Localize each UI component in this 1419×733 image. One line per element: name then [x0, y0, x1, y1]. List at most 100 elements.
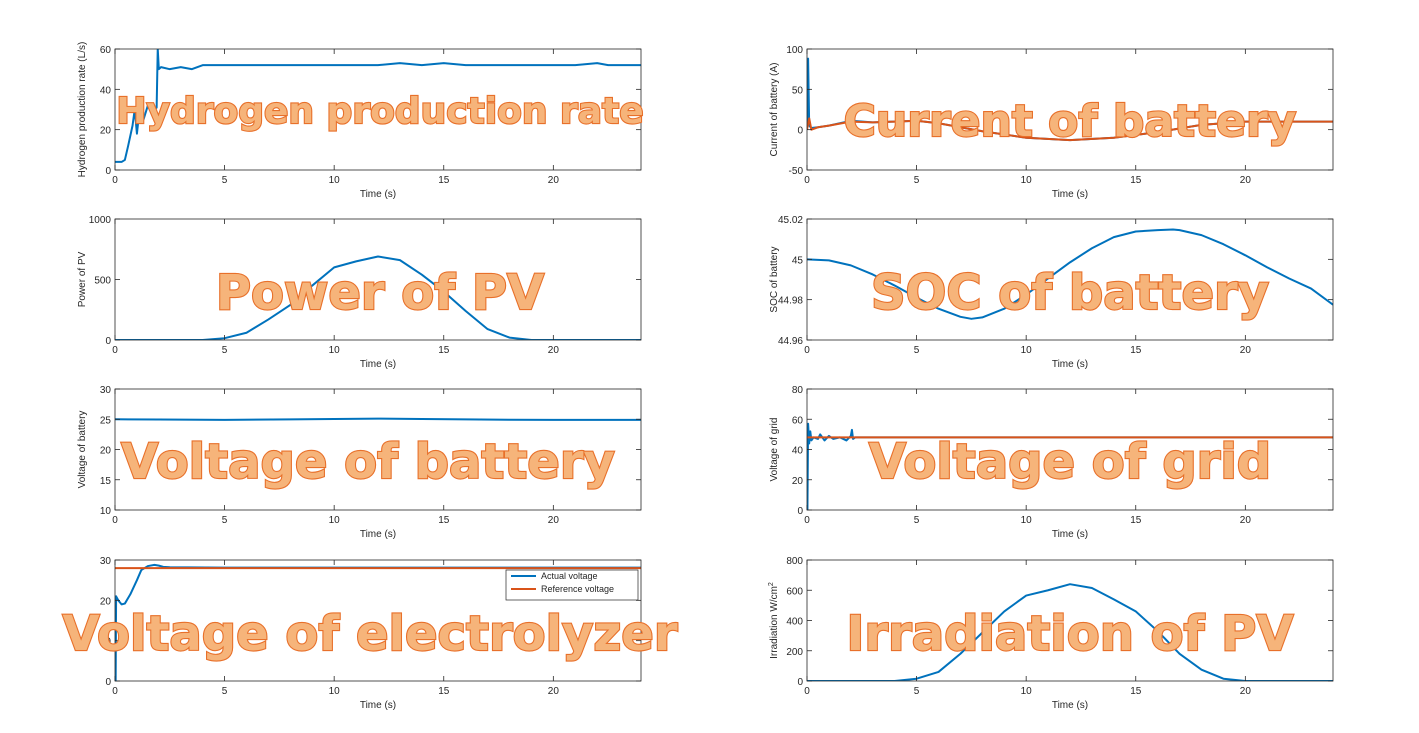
y-tick-label: 20	[792, 476, 804, 487]
y-axis-label: SOC of battery	[769, 246, 780, 312]
y-tick-label: 1000	[89, 215, 112, 226]
y-tick-label: 0	[105, 336, 111, 347]
y-tick-label: 30	[100, 385, 112, 396]
y-tick-label: 100	[786, 45, 803, 56]
annotation-text: Power of PV	[216, 265, 544, 321]
plot-area	[807, 560, 1333, 681]
axes-box	[806, 48, 1334, 171]
y-tick-label: 200	[786, 647, 803, 658]
y-tick-label: 15	[100, 476, 112, 487]
x-axis-label: Time (s)	[360, 189, 396, 200]
y-tick-label: 0	[105, 166, 111, 177]
y-tick-label: 600	[786, 586, 803, 597]
x-tick-label: 5	[222, 175, 228, 186]
x-tick-label: 20	[548, 345, 560, 356]
y-axis-label: Power of PV	[77, 251, 88, 307]
y-tick-label: 0	[797, 126, 803, 137]
y-tick-label: 30	[100, 556, 112, 567]
y-tick-label: 500	[94, 276, 111, 287]
axes-box	[114, 48, 642, 171]
y-tick-label: 10	[100, 637, 112, 648]
legend-entry: Actual voltage	[541, 571, 598, 581]
x-tick-label: 5	[914, 515, 920, 526]
y-tick-label: 20	[100, 596, 112, 607]
y-tick-label: 0	[797, 506, 803, 517]
chart-panel-3: 0 5 10 15 20 0 500 1000 Time (s) Power of PV Power…	[77, 215, 642, 370]
y-tick-label: 20	[100, 446, 112, 457]
series-line-1	[807, 228, 1333, 320]
x-tick-label: 20	[1240, 515, 1252, 526]
x-tick-label: 0	[804, 515, 810, 526]
chart-panel-7: 0 5 10 15 20 0 10 20 30 Time (s) Actual voltage Ref…	[61, 556, 679, 711]
series-line-1	[115, 255, 641, 340]
annotation-text: Irradiation of PV	[847, 606, 1294, 662]
x-tick-label: 0	[112, 686, 118, 697]
y-tick-label: 45.02	[778, 215, 803, 226]
y-tick-label: 80	[792, 385, 804, 396]
y-axis-label: Irradiation W/cm2	[768, 582, 780, 659]
x-tick-label: 10	[329, 345, 341, 356]
y-tick-label: 60	[100, 45, 112, 56]
annotation-text: SOC of battery	[871, 265, 1269, 321]
x-tick-label: 10	[329, 175, 341, 186]
annotation-text: Voltage of grid	[869, 434, 1271, 490]
x-tick-label: 10	[1021, 175, 1033, 186]
plot-area	[807, 389, 1333, 510]
series-line-1	[115, 49, 641, 163]
y-axis-label: Current of battery (A)	[769, 63, 780, 157]
x-tick-label: 0	[804, 686, 810, 697]
y-tick-label: 44.96	[778, 336, 803, 347]
x-tick-label: 20	[1240, 686, 1252, 697]
legend-entry: Reference voltage	[541, 584, 614, 594]
x-axis-label: Time (s)	[360, 529, 396, 540]
plot-area	[807, 219, 1333, 340]
x-tick-label: 10	[1021, 345, 1033, 356]
x-tick-label: 15	[1130, 515, 1142, 526]
x-tick-label: 5	[222, 345, 228, 356]
x-tick-label: 0	[804, 345, 810, 356]
y-axis-label: Hydrogen production rate (L/s)	[77, 42, 88, 178]
x-axis-label: Time (s)	[1052, 189, 1088, 200]
y-tick-label: 44.98	[778, 296, 803, 307]
y-tick-label: 0	[105, 677, 111, 688]
y-tick-label: 60	[792, 415, 804, 426]
x-tick-label: 10	[329, 515, 341, 526]
x-tick-label: 0	[112, 345, 118, 356]
annotation-text: Voltage of electrolyzer	[63, 606, 678, 662]
chart-panel-5: 0 5 10 15 20 10 15 20 25 30 Time (s) Voltage of bat…	[77, 385, 642, 540]
x-tick-label: 15	[438, 515, 450, 526]
x-tick-label: 15	[438, 175, 450, 186]
y-tick-label: 0	[797, 677, 803, 688]
x-tick-label: 20	[1240, 175, 1252, 186]
axes-box	[806, 218, 1334, 341]
x-tick-label: 20	[548, 515, 560, 526]
annotation-text: Hydrogen production rate	[116, 91, 643, 132]
legend: Actual voltage Reference voltage	[505, 569, 639, 601]
y-tick-label: 400	[786, 617, 803, 628]
x-tick-label: 15	[438, 686, 450, 697]
chart-panel-6: 0 5 10 15 20 0 20 40 60 80 Time (s) Voltage of grid…	[769, 385, 1334, 540]
y-tick-label: 40	[100, 85, 112, 96]
y-tick-label: 45	[792, 255, 804, 266]
x-tick-label: 15	[1130, 345, 1142, 356]
y-tick-label: 10	[100, 506, 112, 517]
x-axis-label: Time (s)	[1052, 529, 1088, 540]
x-tick-label: 0	[112, 175, 118, 186]
y-axis-label: Voltage of grid	[769, 418, 780, 482]
x-tick-label: 15	[1130, 686, 1142, 697]
x-tick-label: 15	[1130, 175, 1142, 186]
x-tick-label: 10	[1021, 515, 1033, 526]
x-tick-label: 5	[914, 175, 920, 186]
y-tick-label: 20	[100, 126, 112, 137]
x-axis-label: Time (s)	[1052, 359, 1088, 370]
chart-panel-1: 0 5 10 15 20 0 20 40 60 Time (s) Hydrogen producti…	[77, 42, 645, 200]
plot-area	[115, 49, 641, 170]
y-tick-label: 40	[792, 446, 804, 457]
x-axis-label: Time (s)	[1052, 700, 1088, 711]
plot-area	[115, 219, 641, 340]
x-tick-label: 0	[804, 175, 810, 186]
x-tick-label: 0	[112, 515, 118, 526]
